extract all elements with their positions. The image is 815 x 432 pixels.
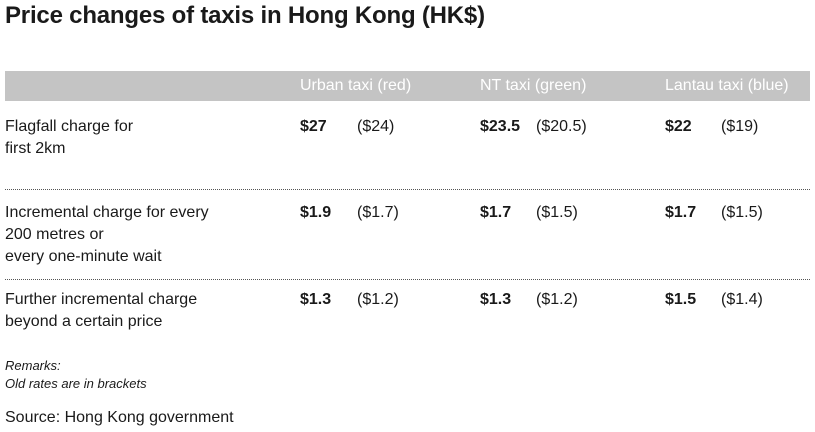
lantau-old-rate: ($19) — [721, 118, 759, 135]
urban-old-rate: ($24) — [357, 118, 395, 135]
column-header-lantau: Lantau taxi (blue) — [665, 77, 789, 94]
nt-new-rate: $23.5 — [480, 118, 521, 135]
row-divider — [5, 189, 810, 190]
lantau-new-rate: $22 — [665, 118, 692, 135]
urban-new-rate: $1.3 — [300, 291, 332, 308]
lantau-old-rate: ($1.4) — [721, 291, 763, 308]
urban-new-rate: $1.9 — [300, 204, 332, 221]
nt-new-rate: $1.3 — [480, 291, 512, 308]
nt-old-rate: ($1.5) — [536, 204, 578, 221]
page-title: Price changes of taxis in Hong Kong (HK$… — [5, 2, 485, 29]
remarks: Remarks: Old rates are in brackets — [5, 358, 147, 391]
row-divider — [5, 279, 810, 280]
lantau-new-rate: $1.7 — [665, 204, 697, 221]
nt-old-rate: ($20.5) — [536, 118, 587, 135]
column-header-urban: Urban taxi (red) — [300, 77, 412, 94]
column-header-nt: NT taxi (green) — [480, 77, 587, 94]
lantau-new-rate: $1.5 — [665, 291, 697, 308]
nt-new-rate: $1.7 — [480, 204, 512, 221]
lantau-old-rate: ($1.5) — [721, 204, 763, 221]
urban-new-rate: $27 — [300, 118, 327, 135]
row-label: Incremental charge for every 200 metres … — [5, 204, 209, 265]
table-header: Urban taxi (red) NT taxi (green) Lantau … — [5, 71, 810, 101]
row-label: Further incremental charge beyond a cert… — [5, 291, 198, 330]
source-note: Source: Hong Kong government — [5, 409, 234, 426]
urban-old-rate: ($1.2) — [357, 291, 399, 308]
nt-old-rate: ($1.2) — [536, 291, 578, 308]
urban-old-rate: ($1.7) — [357, 204, 399, 221]
row-label: Flagfall charge for first 2km — [5, 118, 134, 157]
